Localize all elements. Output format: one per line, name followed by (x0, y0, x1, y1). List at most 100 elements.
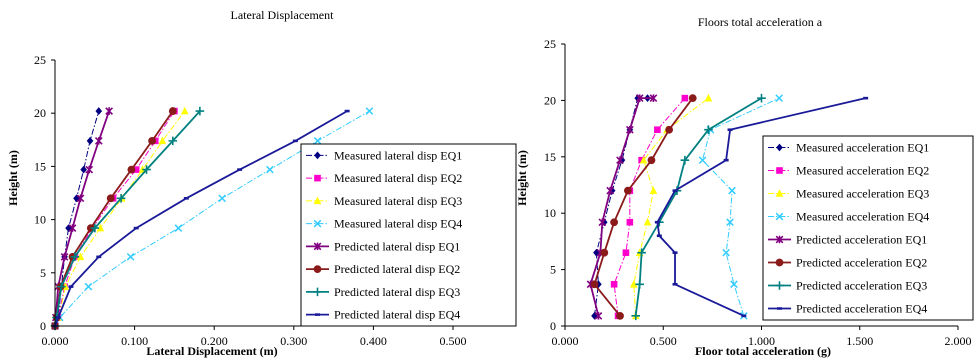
data-point (863, 96, 869, 100)
data-point (623, 186, 632, 195)
x-tick-label: 1.500 (846, 334, 873, 348)
legend-marker (314, 151, 321, 160)
x-axis-label: Lateral Displacement (m) (146, 344, 277, 358)
data-point (647, 156, 656, 165)
data-point (656, 234, 662, 238)
legend-label: Measured acceleration EQ1 (796, 141, 929, 155)
axes: 0.000 0.500 1.000 1.500 2.000 0 5 10 15 20 25 (544, 37, 972, 348)
data-point (635, 94, 644, 103)
plot-area (586, 93, 869, 321)
data-point (90, 223, 100, 233)
legend-marker (314, 174, 321, 182)
data-point (116, 194, 126, 203)
data-point (174, 224, 183, 232)
data-point (722, 248, 730, 257)
legend-label: Measured lateral disp EQ3 (334, 194, 462, 208)
data-point (60, 252, 69, 261)
data-point (672, 282, 678, 286)
data-point (639, 155, 648, 164)
legend-marker (775, 189, 784, 197)
y-tick-label: 5 (40, 266, 46, 280)
legend-marker (313, 287, 322, 297)
data-point (672, 251, 678, 254)
x-tick-label: 0.400 (360, 334, 387, 348)
y-tick-label: 10 (34, 213, 46, 227)
data-point (85, 165, 94, 174)
data-point (741, 314, 747, 318)
x-tick-label: 0.300 (280, 334, 307, 348)
data-point (704, 125, 713, 135)
legend-marker (775, 281, 784, 290)
data-point (610, 280, 618, 288)
data-point (55, 316, 61, 319)
data-point (95, 107, 103, 115)
data-point (158, 136, 167, 145)
data-point (76, 194, 85, 203)
data-point (80, 165, 87, 174)
data-point (625, 125, 634, 134)
data-point (698, 156, 707, 165)
data-point (610, 218, 619, 227)
data-point (637, 248, 646, 257)
data-point (649, 186, 658, 194)
legend-label: Predicted acceleration EQ4 (796, 302, 927, 316)
data-point (132, 166, 140, 173)
series-line (701, 97, 780, 316)
data-point (672, 189, 678, 192)
data-point (622, 249, 630, 256)
data-point (616, 311, 624, 320)
series-line (593, 97, 694, 317)
data-point (344, 109, 350, 113)
data-point (616, 156, 624, 165)
lateral-displacement-chart: Lateral Displacement 0.000 0.100 0.200 0.30… (6, 8, 517, 358)
legend-label: Predicted lateral disp EQ2 (334, 262, 460, 276)
legend-label: Predicted lateral disp EQ1 (334, 239, 460, 253)
legend-marker (313, 219, 322, 228)
series-line (613, 97, 686, 316)
data-point (218, 194, 226, 203)
data-point (70, 252, 80, 262)
data-point (292, 139, 298, 143)
y-tick-label: 5 (550, 263, 556, 277)
data-point (148, 136, 157, 145)
series-line (634, 97, 762, 316)
legend-marker (313, 196, 322, 205)
data-point (590, 280, 599, 289)
x-tick-label: 0.000 (42, 334, 69, 348)
chart-title: Lateral Displacement (231, 8, 335, 22)
x-tick-label: 1.000 (748, 334, 775, 348)
y-tick-label: 20 (34, 106, 46, 120)
data-point (68, 285, 74, 288)
legend-label: Predicted lateral disp EQ3 (334, 285, 460, 299)
data-point (266, 165, 274, 174)
legend-label: Measured acceleration EQ4 (796, 210, 929, 224)
x-tick-label: 0.200 (201, 334, 228, 348)
data-point (654, 126, 661, 134)
data-point (195, 106, 205, 116)
legend-marker (776, 143, 783, 152)
data-point (757, 93, 766, 103)
data-point (86, 136, 94, 145)
data-point (688, 94, 697, 103)
data-point (727, 128, 733, 132)
data-point (96, 223, 105, 232)
data-point (105, 107, 113, 115)
x-tick-label: 0.000 (552, 334, 579, 348)
data-point (681, 94, 689, 102)
series-line (54, 110, 100, 327)
legend-label: Measured lateral disp EQ1 (334, 148, 462, 162)
data-point (594, 311, 603, 320)
legend-marker (777, 307, 782, 310)
data-point (237, 168, 243, 171)
y-tick-label: 20 (544, 93, 556, 107)
data-point (665, 125, 674, 134)
legend-label: Predicted acceleration EQ2 (796, 256, 927, 270)
data-point (313, 137, 322, 145)
y-axis-label: Height (m) (515, 150, 529, 206)
data-point (168, 136, 178, 146)
data-point (68, 224, 77, 232)
data-point (680, 155, 690, 165)
data-point (649, 94, 658, 103)
x-tick-label: 0.500 (650, 334, 677, 348)
